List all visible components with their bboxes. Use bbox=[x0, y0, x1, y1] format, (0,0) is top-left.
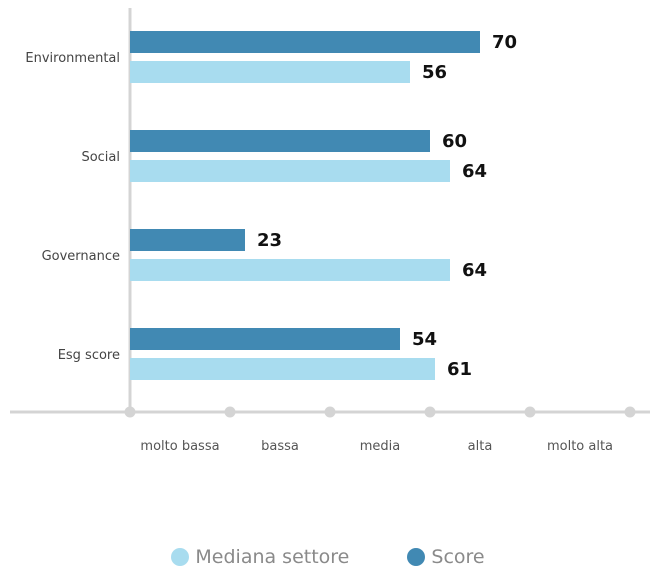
x-tick-dot bbox=[524, 406, 536, 418]
bar-value-label: 64 bbox=[462, 260, 487, 281]
bar bbox=[130, 358, 435, 380]
legend-item-mediana[interactable]: Mediana settore bbox=[171, 546, 349, 568]
bar-value-label: 60 bbox=[442, 131, 467, 152]
x-tick-dot bbox=[424, 406, 436, 418]
legend-swatch-mediana bbox=[171, 548, 190, 566]
bar bbox=[130, 130, 430, 152]
bar bbox=[130, 259, 450, 281]
bar bbox=[130, 61, 410, 83]
x-tick-label: molto alta bbox=[547, 439, 613, 454]
bar-value-label: 56 bbox=[422, 62, 447, 83]
x-tick-labels: molto bassa bassa media alta molto alta bbox=[140, 439, 613, 454]
category-label: Environmental bbox=[25, 51, 120, 66]
bar-value-label: 23 bbox=[257, 230, 282, 251]
bar-value-label: 54 bbox=[412, 329, 437, 350]
category-label: Esg score bbox=[58, 348, 120, 363]
bar bbox=[130, 160, 450, 182]
chart-svg: 70 56 60 64 23 64 54 61 Environmental Social Gove… bbox=[10, 8, 650, 454]
bars: 70 56 60 64 23 64 54 61 bbox=[130, 31, 517, 380]
x-tick-dot bbox=[124, 406, 136, 418]
bar bbox=[130, 31, 480, 53]
bar bbox=[130, 328, 400, 350]
bar-value-label: 64 bbox=[462, 161, 487, 182]
x-tick-dot bbox=[224, 406, 236, 418]
x-tick-label: media bbox=[360, 439, 401, 454]
category-labels: Environmental Social Governance Esg score bbox=[25, 51, 120, 363]
bar-value-label: 61 bbox=[447, 359, 472, 380]
legend: Mediana settore Score bbox=[0, 543, 656, 571]
x-tick-dot bbox=[624, 406, 636, 418]
legend-label-mediana: Mediana settore bbox=[195, 546, 350, 568]
bar-value-label: 70 bbox=[492, 32, 517, 53]
x-tick-label: molto bassa bbox=[140, 439, 219, 454]
legend-item-score[interactable]: Score bbox=[407, 546, 485, 568]
legend-swatch-score bbox=[407, 548, 426, 566]
x-tick-label: bassa bbox=[261, 439, 299, 454]
category-label: Governance bbox=[42, 249, 120, 264]
bar bbox=[130, 229, 245, 251]
category-label: Social bbox=[81, 150, 120, 165]
x-tick-dot bbox=[324, 406, 336, 418]
x-tick-label: alta bbox=[468, 439, 493, 454]
legend-label-score: Score bbox=[431, 546, 485, 568]
